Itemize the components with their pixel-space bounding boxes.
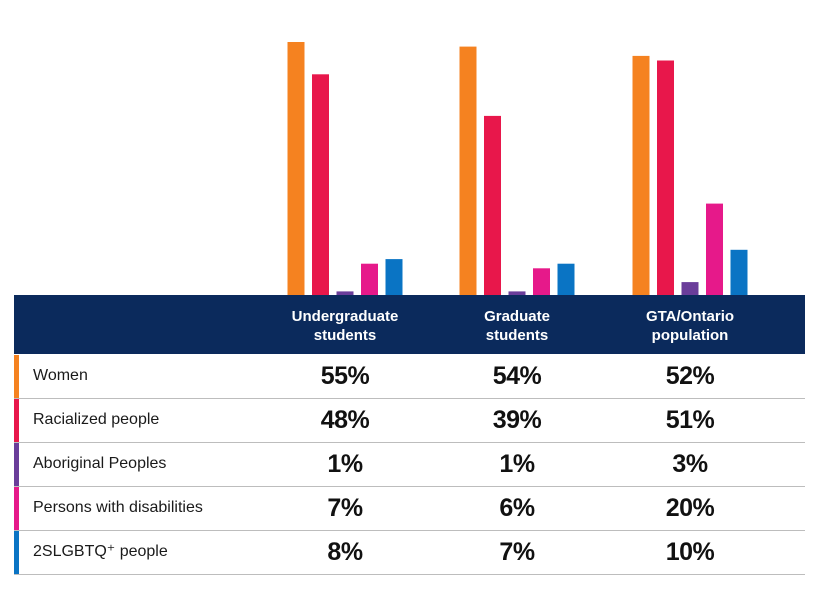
bar-1-0	[459, 46, 477, 296]
value-cell: 20%	[665, 494, 715, 522]
bar-2-1	[657, 60, 674, 296]
bar-2-2	[681, 282, 699, 296]
bar-0-3	[361, 263, 378, 296]
row-label: Persons with disabilities	[33, 499, 203, 516]
table-row: Aboriginal Peoples 1% 1% 3%	[14, 442, 805, 487]
column-header-0: Undergraduate students	[260, 307, 430, 345]
table-row: Racialized people 48% 39% 51%	[14, 398, 805, 443]
legend-swatch	[14, 487, 19, 530]
table-header-band	[14, 295, 805, 354]
legend-swatch	[14, 399, 19, 442]
column-header-1: Graduate students	[432, 307, 602, 345]
column-header-line: population	[651, 327, 729, 344]
bar-1-3	[533, 268, 550, 296]
column-header-line: Graduate	[484, 308, 550, 325]
column-header-2: GTA/Ontario population	[605, 307, 775, 345]
value-cell: 7%	[499, 538, 535, 566]
value-cell: 39%	[492, 406, 542, 434]
value-cell: 3%	[672, 450, 708, 478]
value-cell: 7%	[327, 494, 363, 522]
value-cell: 55%	[320, 362, 370, 390]
bar-1-1	[484, 115, 501, 296]
row-label: Aboriginal Peoples	[33, 455, 167, 472]
bar-0-2	[336, 291, 354, 296]
value-cell: 10%	[665, 538, 715, 566]
value-cell: 48%	[320, 406, 370, 434]
value-cell: 1%	[327, 450, 363, 478]
value-cell: 6%	[499, 494, 535, 522]
table-row: Persons with disabilities 7% 6% 20%	[14, 486, 805, 531]
bar-0-4	[385, 259, 403, 296]
row-label: Racialized people	[33, 411, 160, 428]
column-header-line: Undergraduate	[291, 308, 399, 325]
bar-2-4	[730, 249, 748, 296]
bar-1-2	[508, 291, 526, 296]
value-cell: 51%	[665, 406, 715, 434]
value-cell: 52%	[665, 362, 715, 390]
value-cell: 1%	[499, 450, 535, 478]
bar-2-0	[632, 55, 650, 296]
legend-swatch	[14, 355, 19, 398]
legend-swatch	[14, 443, 19, 486]
column-header-line: students	[313, 327, 377, 344]
table-row: Women 55% 54% 52%	[14, 354, 805, 399]
column-header-line: students	[485, 327, 549, 344]
bar-chart	[287, 42, 748, 296]
bar-1-4	[557, 263, 575, 296]
row-label: Women	[33, 367, 88, 384]
bar-0-0	[287, 42, 305, 296]
value-cell: 54%	[492, 362, 542, 390]
column-header-line: GTA/Ontario	[645, 308, 735, 325]
value-cell: 8%	[327, 538, 363, 566]
bar-0-1	[312, 74, 329, 296]
bar-2-3	[706, 203, 723, 296]
row-label: 2SLGBTQ⁺ people	[33, 543, 168, 560]
table-row: 2SLGBTQ⁺ people 8% 7% 10%	[14, 530, 805, 575]
legend-swatch	[14, 531, 19, 574]
